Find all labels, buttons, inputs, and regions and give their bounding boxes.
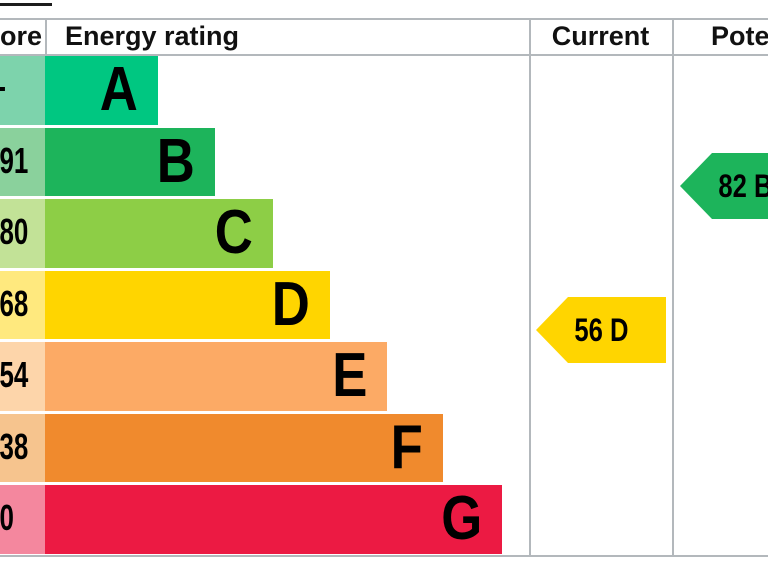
score-cell-d: 55-68 bbox=[0, 270, 45, 339]
current-column-left-border bbox=[529, 18, 531, 557]
potential-rating-arrow: 82 B bbox=[680, 153, 768, 219]
current-column-header: Current bbox=[551, 21, 650, 51]
band-letter-a: A bbox=[99, 55, 138, 125]
table-bottom-border bbox=[0, 555, 768, 557]
band-bar-b: B bbox=[45, 126, 215, 196]
band-bar-c: C bbox=[45, 199, 273, 268]
table-top-border bbox=[0, 18, 768, 20]
band-letter-f: F bbox=[390, 412, 423, 482]
score-range-label-d: 55-68 bbox=[0, 282, 29, 324]
band-row-b: 81-91 B bbox=[0, 126, 529, 198]
current-column-right-border bbox=[672, 18, 674, 557]
potential-rating-value: 82 B bbox=[718, 167, 768, 204]
band-row-f: 21-38 F bbox=[0, 412, 529, 484]
score-cell-e: 39-54 bbox=[0, 342, 45, 411]
band-letter-d: D bbox=[271, 269, 310, 339]
band-bar-a: A bbox=[45, 56, 158, 125]
band-bar-d: D bbox=[45, 269, 330, 339]
crop-artifact-mark bbox=[0, 3, 52, 6]
score-column-border bbox=[45, 18, 47, 56]
potential-column-header: Potential bbox=[710, 21, 768, 51]
band-row-a: 92+ A bbox=[0, 54, 529, 126]
band-letter-b: B bbox=[156, 126, 195, 196]
band-letter-e: E bbox=[331, 341, 367, 411]
current-rating-arrow: 56 D bbox=[536, 297, 666, 363]
band-row-c: 69-80 C bbox=[0, 197, 529, 269]
header-bottom-border bbox=[0, 54, 768, 56]
score-cell-b: 81-91 bbox=[0, 127, 45, 196]
energy-rating-column-header: Energy rating bbox=[65, 21, 240, 51]
score-range-label-b: 81-91 bbox=[0, 139, 29, 181]
band-bar-f: F bbox=[45, 412, 443, 482]
band-row-e: 39-54 E bbox=[0, 340, 529, 412]
current-rating-value: 56 D bbox=[574, 311, 629, 348]
score-cell-c: 69-80 bbox=[0, 199, 45, 268]
score-range-label-a: 92+ bbox=[0, 68, 6, 110]
band-bar-g: G bbox=[45, 485, 502, 554]
score-range-label-c: 69-80 bbox=[0, 211, 29, 253]
band-letter-g: G bbox=[441, 484, 482, 554]
band-row-g: 1-20 G bbox=[0, 483, 529, 555]
band-row-d: 55-68 D bbox=[0, 269, 529, 341]
score-range-label-g: 1-20 bbox=[0, 497, 14, 539]
score-cell-g: 1-20 bbox=[0, 485, 45, 554]
band-letter-c: C bbox=[214, 198, 253, 268]
score-cell-a: 92+ bbox=[0, 56, 45, 125]
score-range-label-f: 21-38 bbox=[0, 425, 29, 467]
score-cell-f: 21-38 bbox=[0, 413, 45, 482]
score-range-label-e: 39-54 bbox=[0, 354, 29, 396]
score-column-header: Score bbox=[0, 21, 43, 51]
band-bar-e: E bbox=[45, 342, 387, 411]
